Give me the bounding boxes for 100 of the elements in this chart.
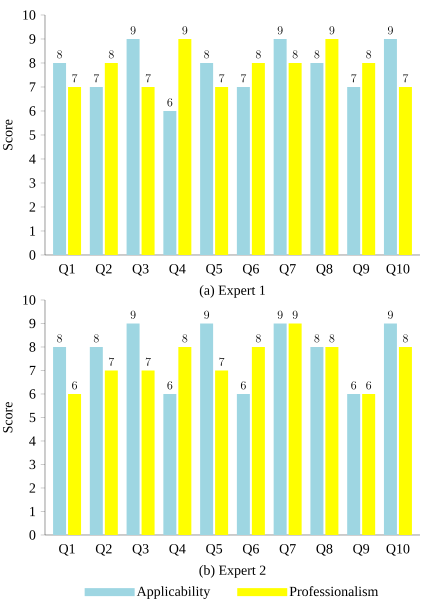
bar: [126, 323, 140, 535]
bar: [68, 394, 82, 535]
y-tick-label: 2: [30, 483, 36, 493]
data-label: 7: [351, 74, 356, 82]
data-label: 9: [388, 310, 393, 319]
y-tick-label: 6: [30, 389, 36, 399]
y-axis-title: Score: [3, 120, 12, 150]
y-tick-label: 8: [29, 342, 36, 352]
y-tick-label: 10: [23, 295, 36, 305]
x-tick-label: Q9: [353, 264, 370, 276]
bar: [325, 38, 338, 255]
y-tick-label: 3: [30, 460, 36, 470]
legend-label: Applicability: [136, 586, 210, 599]
bar: [178, 38, 192, 255]
y-tick-label: 1: [30, 226, 36, 236]
x-tick-label: Q10: [386, 264, 410, 276]
bar: [215, 370, 228, 535]
data-label: 7: [109, 358, 114, 366]
bar: [362, 394, 376, 535]
bar: [178, 346, 192, 535]
y-tick-label: 3: [30, 178, 36, 188]
bar: [252, 346, 265, 535]
bar: [384, 323, 397, 535]
data-label: 6: [351, 381, 356, 390]
x-tick-label: Q3: [132, 544, 149, 556]
data-label: 9: [204, 310, 210, 319]
bar: [104, 370, 118, 535]
y-tick-label: 4: [29, 154, 36, 164]
bar: [200, 323, 214, 535]
data-label: 8: [292, 50, 298, 58]
x-tick-label: Q8: [316, 544, 332, 556]
data-label: 7: [72, 74, 78, 82]
data-label: 7: [403, 74, 408, 82]
data-label: 8: [329, 334, 334, 342]
x-tick-label: Q2: [96, 544, 112, 556]
bar: [252, 62, 265, 255]
y-tick-label: 10: [23, 10, 36, 20]
bar: [347, 86, 360, 255]
data-label: 8: [182, 334, 188, 342]
y-tick-label: 7: [30, 366, 36, 376]
data-label: 7: [94, 74, 100, 82]
data-label: 7: [219, 358, 224, 366]
bar: [310, 62, 324, 255]
bar: [236, 394, 250, 535]
x-tick-label: Q7: [280, 264, 296, 276]
y-tick-label: 5: [30, 412, 36, 422]
y-tick-label: 7: [30, 82, 36, 92]
bar: [68, 86, 82, 255]
bar: [90, 86, 103, 255]
x-tick-label: Q1: [59, 544, 75, 556]
data-label: 8: [402, 334, 408, 342]
bar: [163, 110, 176, 255]
bar: [126, 38, 140, 255]
data-label: 7: [219, 74, 224, 82]
bar: [163, 394, 176, 535]
data-label: 9: [278, 26, 283, 34]
data-label: 8: [314, 50, 320, 58]
bar: [347, 394, 360, 535]
data-label: 6: [366, 381, 372, 390]
x-axis-title: (a) Expert 1: [200, 285, 265, 298]
bar: [142, 370, 155, 535]
bar: [274, 38, 287, 255]
data-label: 9: [130, 26, 136, 34]
bar: [288, 62, 302, 255]
x-tick-label: Q6: [242, 264, 259, 276]
data-label: 9: [130, 310, 136, 319]
bar: [200, 62, 214, 255]
x-tick-label: Q10: [386, 544, 410, 556]
data-label: 6: [240, 381, 246, 390]
bar: [53, 346, 66, 535]
bar: [325, 346, 338, 535]
bar: [274, 323, 287, 535]
x-tick-label: Q2: [96, 264, 112, 276]
x-tick-label: Q5: [206, 544, 222, 556]
data-label: 8: [108, 50, 114, 58]
data-label: 9: [292, 310, 298, 319]
bar: [90, 346, 103, 535]
bar: [236, 86, 250, 255]
y-tick-label: 1: [30, 506, 36, 516]
data-label: 8: [314, 334, 320, 342]
data-label: 8: [94, 334, 99, 342]
data-label: 9: [278, 310, 283, 319]
data-label: 7: [241, 74, 246, 82]
data-label: 6: [167, 98, 172, 106]
data-label: 7: [146, 74, 151, 82]
y-axis-title: Score: [3, 402, 12, 432]
x-tick-label: Q4: [169, 264, 186, 276]
bar: [384, 38, 397, 255]
x-tick-label: Q4: [169, 544, 186, 556]
bar: [104, 62, 118, 255]
y-tick-label: 6: [30, 106, 36, 116]
x-tick-label: Q6: [242, 544, 259, 556]
bar: [362, 62, 376, 255]
legend-label: Professionalism: [290, 586, 378, 596]
x-tick-label: Q7: [280, 544, 296, 556]
data-label: 9: [182, 26, 188, 34]
bar: [398, 86, 412, 255]
y-tick-label: 5: [30, 130, 36, 140]
y-tick-label: 8: [29, 58, 36, 68]
bar: [310, 346, 324, 535]
